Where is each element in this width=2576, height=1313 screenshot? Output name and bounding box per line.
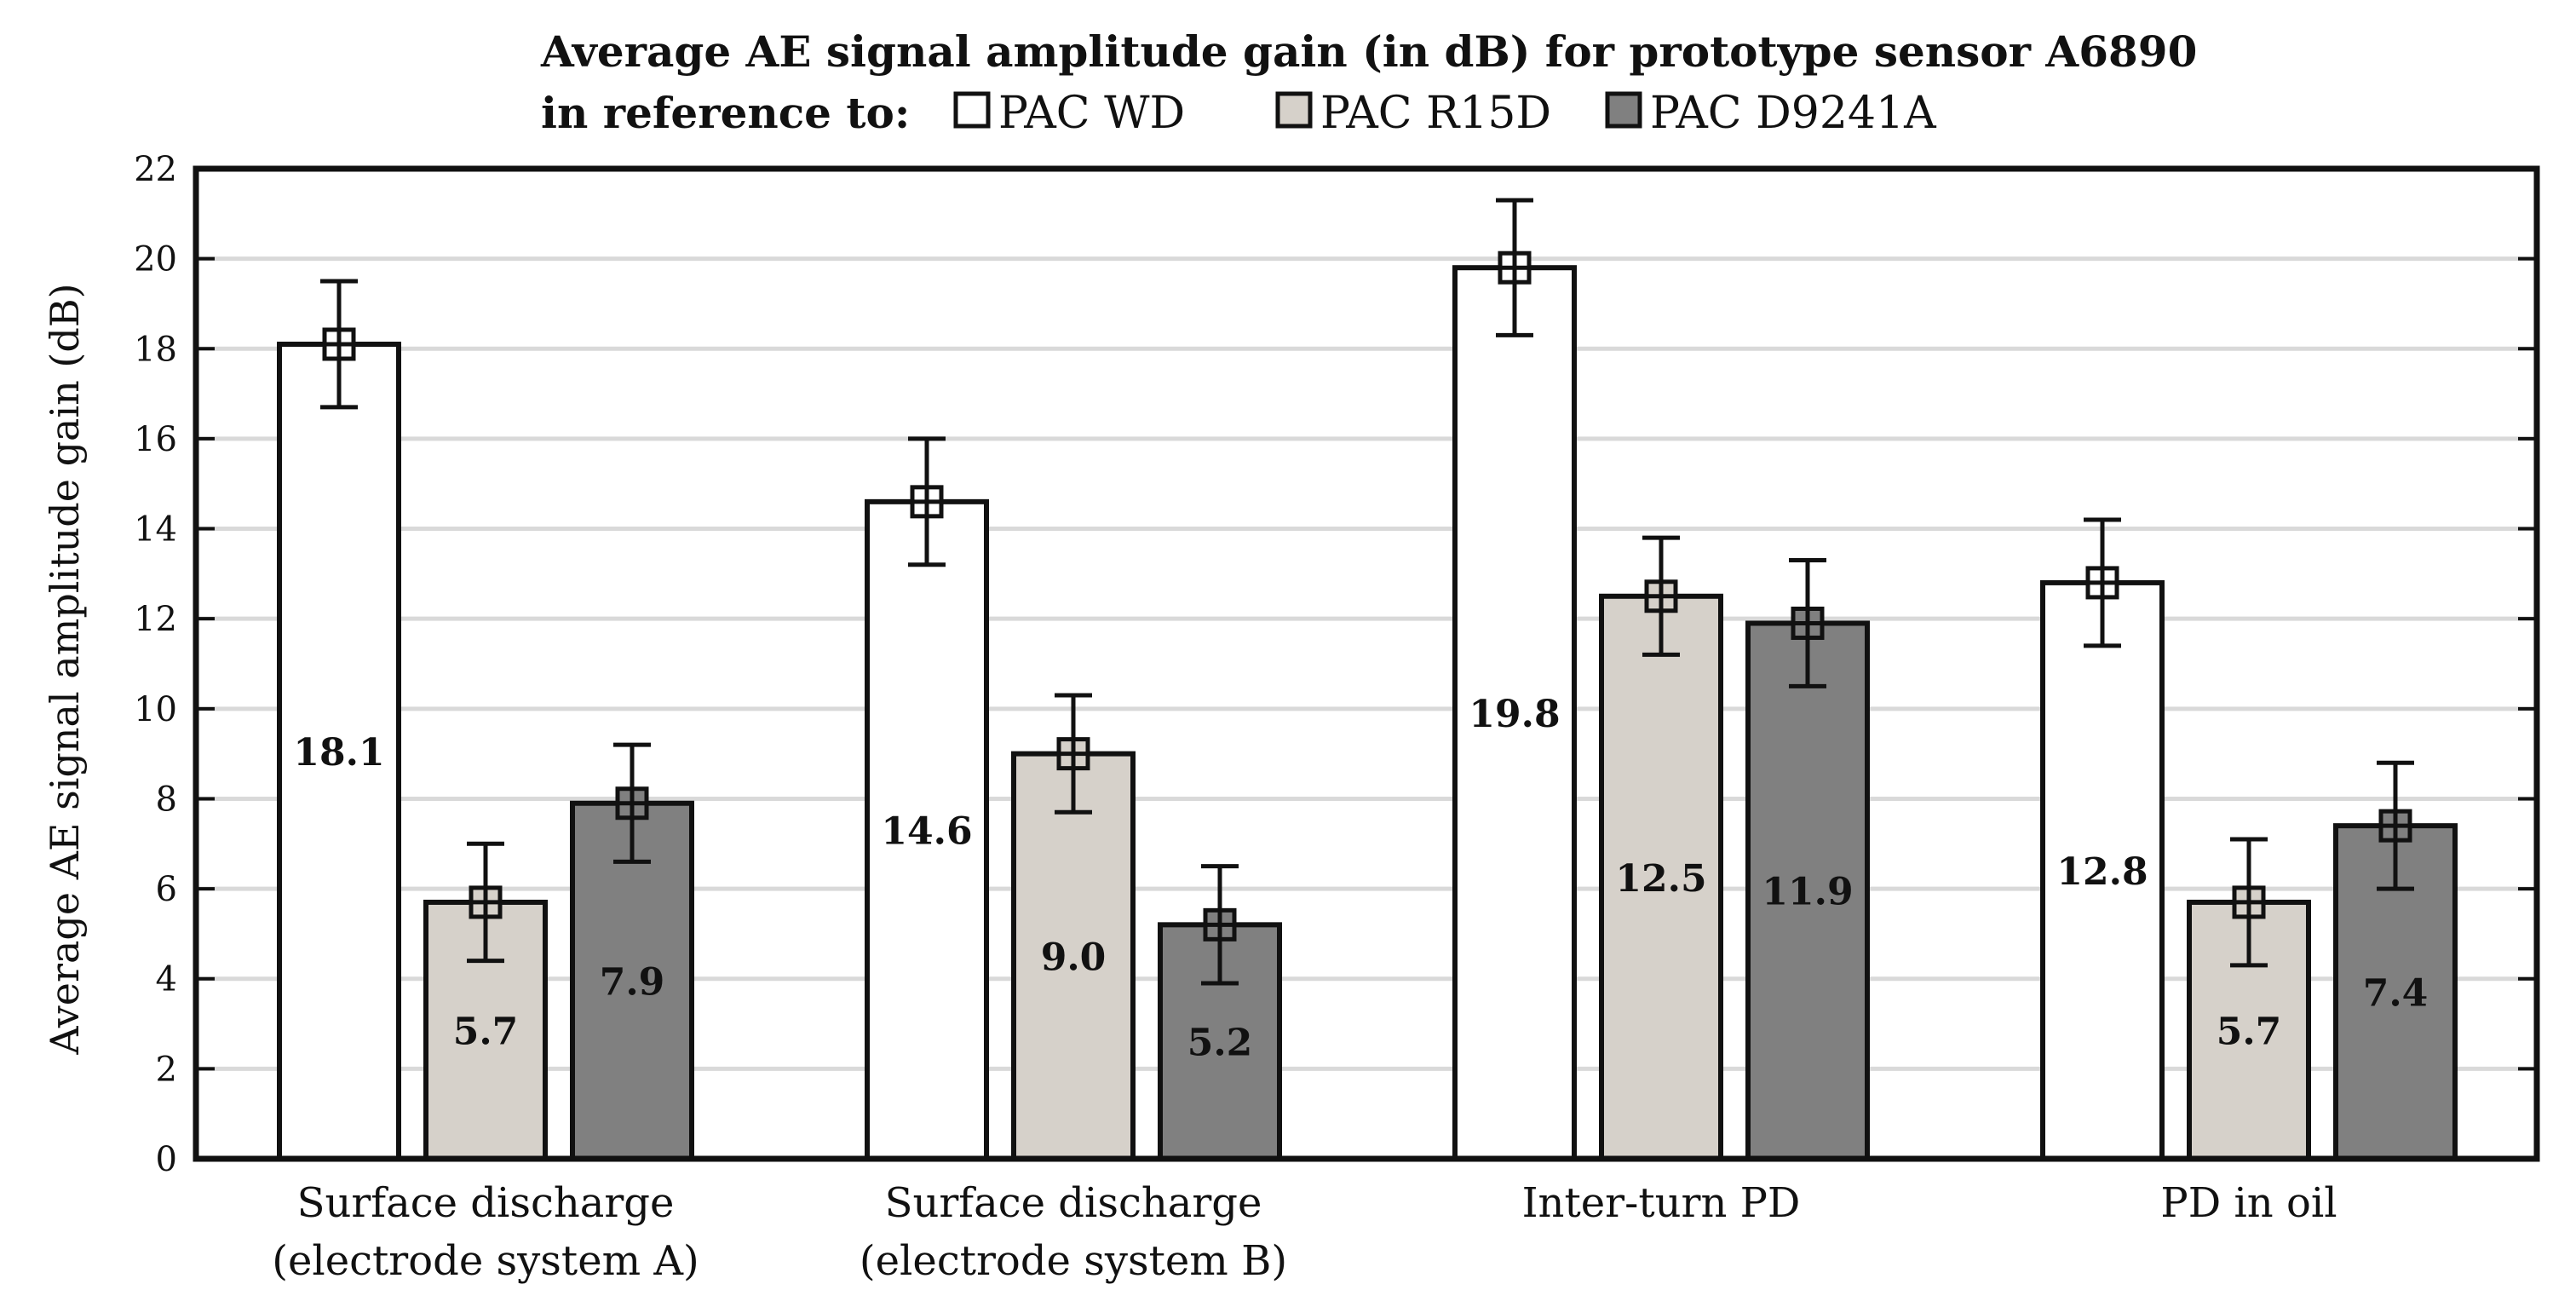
plot-frame (193, 165, 2540, 1162)
bar-pac-wd-2 (1452, 265, 1577, 1162)
bar-pac-d9241a-2 (1745, 620, 1870, 1161)
legend-swatch-pac-wd (953, 91, 991, 129)
plot-area: 0 2 4 6 8 10 12 14 16 18 20 22 18.1 14.6 19.8 12.8 5.7 9.… (134, 150, 2540, 1285)
data-label-1-1: 9.0 (1041, 936, 1107, 979)
y-tick-label-0: 0 (156, 1140, 177, 1179)
data-label-1-0: 5.7 (453, 1010, 519, 1053)
x-tick-label-0-1: (electrode system A) (272, 1237, 699, 1285)
data-label-2-0: 7.9 (600, 960, 665, 1004)
legend-prefix: in reference to: (541, 88, 910, 138)
data-label-2-3: 7.4 (2363, 972, 2429, 1016)
y-tick-label-6: 6 (156, 870, 177, 909)
legend-label-pac-wd: PAC WD (998, 88, 1185, 139)
y-tick-label-20: 20 (134, 240, 177, 279)
data-label-0-2: 19.8 (1469, 693, 1560, 736)
legend-swatch-pac-r15d (1275, 91, 1313, 129)
x-tick-label-3-0: PD in oil (2160, 1179, 2337, 1227)
legend-label-pac-d9241a: PAC D9241A (1650, 88, 1937, 139)
y-tick-label-4: 4 (156, 960, 177, 999)
data-label-0-1: 14.6 (881, 809, 972, 853)
y-tick-label-16: 16 (134, 420, 177, 459)
data-label-2-2: 11.9 (1762, 871, 1853, 914)
data-label-2-1: 5.2 (1187, 1022, 1253, 1065)
legend: in reference to: PAC WD PAC R15D PAC D9241… (541, 88, 1937, 139)
y-tick-label-10: 10 (134, 690, 177, 729)
x-tick-label-1-1: (electrode system B) (860, 1237, 1287, 1285)
legend-swatch-pac-d9241a (1605, 91, 1642, 129)
x-tick-label-1-0: Surface discharge (885, 1179, 1262, 1227)
bar-pac-wd-1 (865, 498, 989, 1161)
y-tick-label-22: 22 (134, 150, 177, 189)
data-label-0-3: 12.8 (2056, 850, 2148, 894)
y-tick-label-8: 8 (156, 780, 177, 819)
y-tick-label-2: 2 (156, 1050, 177, 1089)
bar-pac-r15d-2 (1599, 593, 1723, 1161)
data-label-0-0: 18.1 (293, 731, 384, 775)
chart-title: Average AE signal amplitude gain (in dB)… (540, 26, 2197, 77)
x-tick-label-0-0: Surface discharge (297, 1179, 675, 1227)
y-axis-label: Average AE signal amplitude gain (dB) (42, 283, 88, 1055)
y-tick-label-14: 14 (134, 510, 177, 550)
data-label-1-2: 12.5 (1615, 857, 1706, 901)
y-tick-label-12: 12 (134, 600, 177, 639)
y-tick-label-18: 18 (134, 330, 177, 369)
legend-label-pac-r15d: PAC R15D (1320, 88, 1551, 139)
bar-pac-r15d-1 (1011, 751, 1136, 1161)
x-tick-label-2-0: Inter-turn PD (1522, 1179, 1801, 1227)
data-label-1-3: 5.7 (2217, 1010, 2282, 1053)
